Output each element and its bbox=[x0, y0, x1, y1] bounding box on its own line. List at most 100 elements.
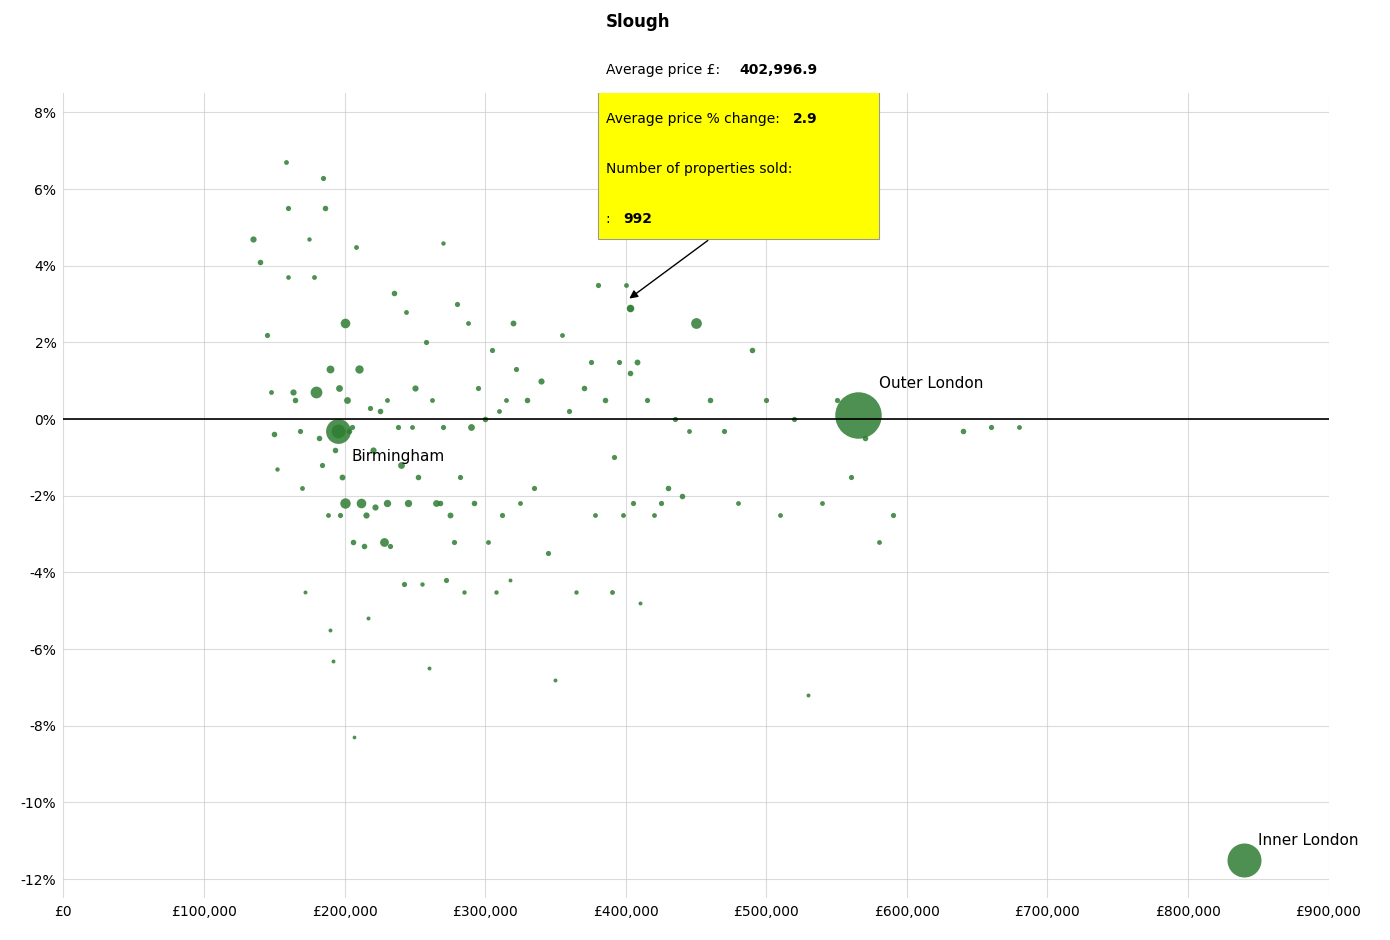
Point bbox=[607, 354, 630, 369]
Point bbox=[626, 354, 648, 369]
Point bbox=[400, 419, 423, 434]
Point bbox=[783, 412, 805, 427]
Point bbox=[798, 687, 820, 702]
Point bbox=[649, 496, 671, 511]
Point bbox=[306, 384, 328, 400]
Point bbox=[281, 384, 303, 400]
Point bbox=[566, 584, 588, 599]
Point bbox=[274, 155, 296, 170]
Point bbox=[336, 392, 359, 407]
Text: 992: 992 bbox=[623, 212, 652, 226]
Text: Inner London: Inner London bbox=[1258, 833, 1359, 848]
Point bbox=[457, 316, 480, 331]
Text: Slough: Slough bbox=[606, 13, 670, 31]
Point bbox=[509, 496, 531, 511]
Point bbox=[327, 423, 349, 438]
Point bbox=[320, 362, 342, 377]
Point bbox=[284, 392, 306, 407]
Point bbox=[552, 327, 574, 342]
Point bbox=[277, 201, 299, 216]
Point bbox=[685, 316, 708, 331]
Point bbox=[403, 381, 425, 396]
Point bbox=[359, 400, 381, 415]
Text: Outer London: Outer London bbox=[878, 376, 983, 391]
Point bbox=[463, 496, 485, 511]
Point bbox=[1233, 853, 1255, 868]
Point bbox=[357, 611, 379, 626]
Point bbox=[446, 296, 468, 311]
Point bbox=[516, 392, 538, 407]
Text: 2.9: 2.9 bbox=[792, 113, 817, 126]
Point bbox=[619, 301, 641, 316]
FancyBboxPatch shape bbox=[598, 0, 878, 239]
Point bbox=[311, 458, 334, 473]
Point bbox=[952, 423, 974, 438]
Point bbox=[430, 496, 452, 511]
Point bbox=[313, 170, 335, 185]
Point bbox=[656, 480, 678, 495]
Point bbox=[432, 235, 455, 250]
Point bbox=[392, 576, 414, 591]
Point bbox=[345, 239, 367, 254]
Point bbox=[317, 508, 339, 523]
Point bbox=[375, 496, 398, 511]
Point bbox=[368, 404, 391, 419]
Point bbox=[327, 423, 349, 438]
Point bbox=[523, 480, 545, 495]
Point bbox=[727, 496, 749, 511]
Point bbox=[249, 255, 271, 270]
Point bbox=[439, 508, 461, 523]
Point bbox=[389, 458, 411, 473]
Point bbox=[699, 392, 721, 407]
Point bbox=[491, 508, 513, 523]
Point bbox=[328, 381, 350, 396]
Point bbox=[867, 534, 890, 549]
Point bbox=[353, 538, 375, 553]
Point bbox=[460, 419, 482, 434]
Point bbox=[847, 408, 869, 423]
Point bbox=[594, 392, 616, 407]
Point bbox=[295, 584, 317, 599]
Point bbox=[1008, 419, 1030, 434]
Point bbox=[538, 546, 560, 561]
Point bbox=[265, 462, 288, 477]
Point bbox=[425, 496, 448, 511]
Point bbox=[329, 508, 352, 523]
Point bbox=[840, 469, 862, 484]
Point bbox=[642, 508, 664, 523]
Text: 402,996.9: 402,996.9 bbox=[739, 63, 817, 76]
Point bbox=[635, 392, 657, 407]
Point bbox=[664, 412, 687, 427]
Point bbox=[485, 584, 507, 599]
Point bbox=[741, 342, 763, 357]
Point bbox=[449, 469, 471, 484]
Point bbox=[348, 362, 370, 377]
Point bbox=[292, 480, 314, 495]
Point bbox=[361, 442, 384, 457]
Point bbox=[467, 381, 489, 396]
Point bbox=[980, 419, 1002, 434]
Point bbox=[242, 231, 264, 246]
Point bbox=[587, 277, 609, 292]
Point bbox=[559, 404, 581, 419]
Point bbox=[277, 270, 299, 285]
Point bbox=[289, 423, 311, 438]
Text: Average price £:: Average price £: bbox=[606, 63, 724, 76]
Point bbox=[612, 508, 634, 523]
Point bbox=[334, 316, 356, 331]
Point bbox=[432, 419, 455, 434]
Point bbox=[416, 335, 438, 350]
Point bbox=[435, 572, 457, 588]
Text: Birmingham: Birmingham bbox=[352, 449, 445, 464]
Point bbox=[453, 584, 475, 599]
Point bbox=[530, 373, 552, 388]
Point bbox=[395, 305, 417, 320]
Point bbox=[505, 362, 527, 377]
Point bbox=[499, 572, 521, 588]
Point bbox=[603, 450, 626, 465]
Point bbox=[619, 366, 641, 381]
Point bbox=[260, 384, 282, 400]
Point bbox=[331, 469, 353, 484]
Point bbox=[375, 392, 398, 407]
Point bbox=[573, 381, 595, 396]
